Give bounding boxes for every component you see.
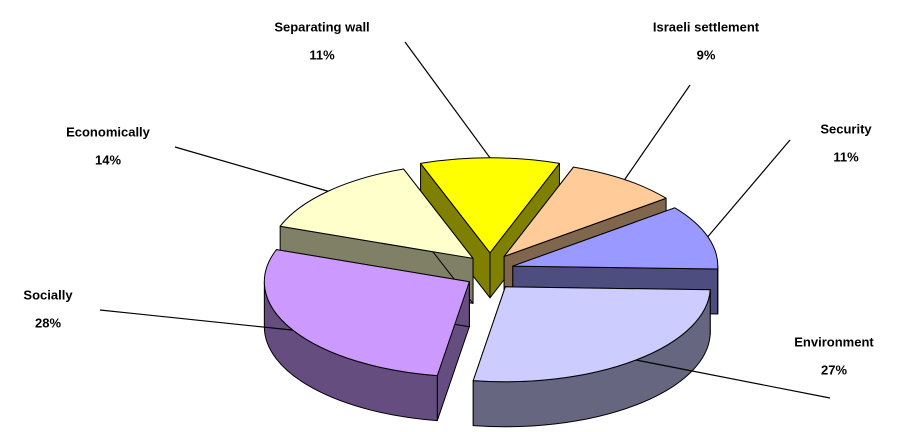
slice-top bbox=[512, 207, 719, 270]
slice-value-label: 11% bbox=[309, 47, 335, 62]
leader-line bbox=[707, 139, 791, 238]
leader-line bbox=[174, 146, 329, 192]
leader-line bbox=[624, 84, 691, 180]
slice-value-label: 11% bbox=[833, 149, 859, 164]
leader-line bbox=[99, 309, 293, 331]
slice-label: Israeli settlement bbox=[653, 19, 760, 34]
slice-label: Environment bbox=[794, 334, 874, 349]
slice-label: Socially bbox=[23, 287, 73, 302]
slice-top bbox=[472, 286, 711, 383]
leader-line bbox=[635, 359, 831, 399]
slice-value-label: 14% bbox=[95, 152, 121, 167]
slice-top bbox=[263, 249, 470, 377]
slice-value-label: 28% bbox=[35, 315, 61, 330]
slice-value-label: 27% bbox=[821, 362, 847, 377]
slice-value-label: 9% bbox=[697, 47, 716, 62]
slice-label: Separating wall bbox=[274, 19, 369, 34]
slice bbox=[263, 249, 470, 422]
leader-line bbox=[404, 41, 491, 159]
slice-top bbox=[279, 168, 474, 259]
slice bbox=[472, 286, 711, 428]
slice-label: Economically bbox=[66, 124, 151, 139]
slice-label: Security bbox=[820, 121, 872, 136]
